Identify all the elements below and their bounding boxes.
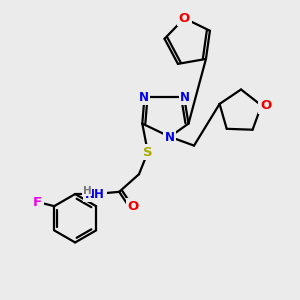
Text: H: H xyxy=(83,186,92,196)
Text: N: N xyxy=(138,91,148,104)
Text: O: O xyxy=(128,200,139,213)
Text: O: O xyxy=(179,12,190,25)
Text: F: F xyxy=(33,196,42,209)
Text: N: N xyxy=(165,131,175,144)
Text: S: S xyxy=(143,146,153,159)
Text: O: O xyxy=(260,99,272,112)
Text: NH: NH xyxy=(85,188,105,200)
Text: N: N xyxy=(180,91,190,104)
